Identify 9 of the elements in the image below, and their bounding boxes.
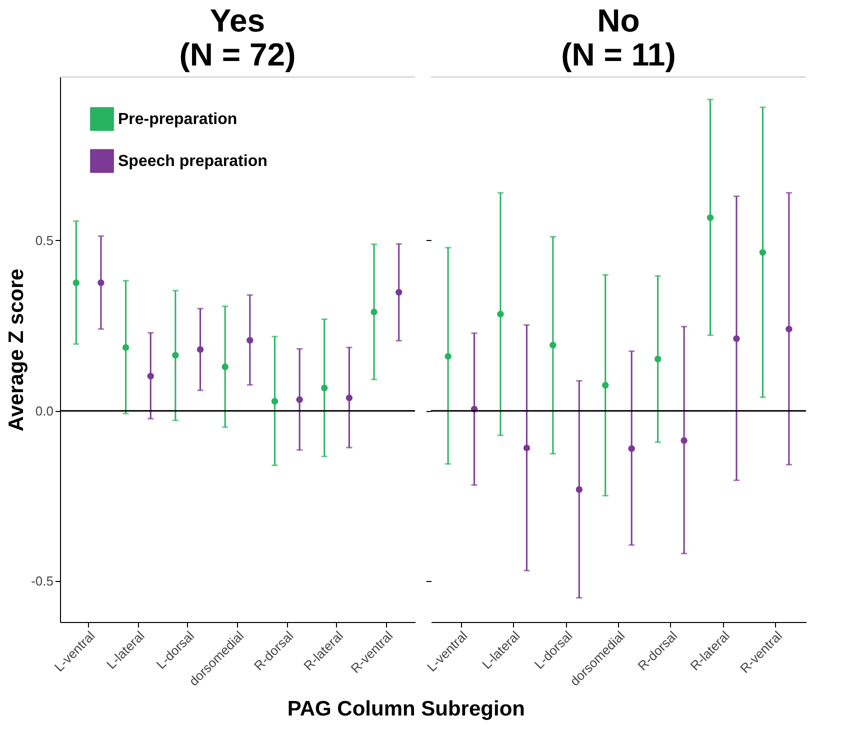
chart-title: No (N = 11) — [561, 2, 676, 72]
chart-title: Yes (N = 72) — [179, 2, 296, 72]
y-tick-label: -0.5 — [31, 574, 54, 589]
y-tick-label: 0.5 — [35, 233, 54, 248]
x-axis-title: PAG Column Subregion — [287, 697, 525, 720]
legend-label: Speech preparation — [118, 153, 268, 170]
y-tick-label: 0.0 — [35, 403, 54, 418]
y-axis-title: Average Z score — [5, 268, 28, 432]
legend-label: Pre-preparation — [118, 111, 238, 128]
